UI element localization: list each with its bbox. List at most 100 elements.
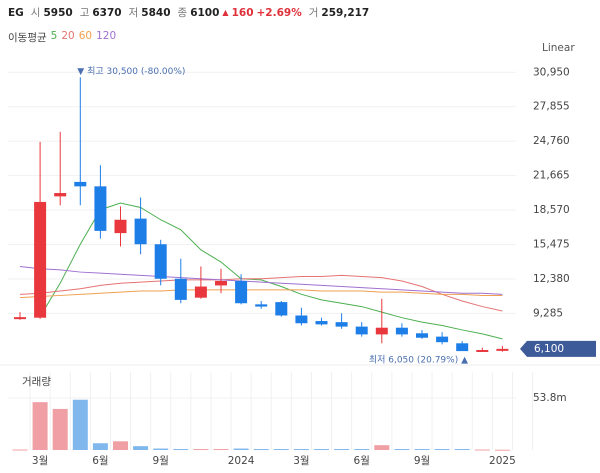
- candle-body: [14, 317, 26, 320]
- volume-bar: [153, 448, 169, 450]
- value: 6370: [92, 6, 122, 19]
- y-tick-label: 21,665: [533, 170, 570, 182]
- label: 거: [308, 7, 319, 19]
- legend-title: 이동평균: [8, 32, 47, 44]
- candle-body: [174, 278, 187, 300]
- volume-bar: [394, 449, 410, 451]
- candle-body: [355, 326, 368, 335]
- volume-bar: [233, 448, 249, 450]
- value: 6100: [190, 6, 220, 19]
- candle-body: [194, 286, 207, 298]
- volume-bar: [314, 449, 329, 451]
- y-tick-label: 24,760: [533, 135, 570, 147]
- legend-entry[interactable]: 60: [78, 30, 93, 42]
- min-annotation: 최저 6,050 (20.79%) ▲: [369, 355, 468, 366]
- volume-bar: [374, 445, 390, 450]
- volume-pane: [8, 372, 516, 452]
- arrow: ▲: [222, 8, 229, 17]
- ma-line: [39, 202, 503, 340]
- candle-body: [74, 181, 87, 187]
- candle-body: [275, 302, 288, 316]
- last-price-label: 6,100: [534, 343, 564, 355]
- ma-line: [19, 274, 503, 312]
- x-tick-label: 3월: [293, 455, 309, 467]
- candle-body: [476, 349, 489, 352]
- label: 고: [79, 7, 90, 19]
- label: 저: [128, 7, 139, 19]
- ma-legend: 이동평균 5 20 60 120: [8, 30, 116, 45]
- volume-bar: [173, 449, 189, 451]
- value: 259,217: [321, 6, 370, 19]
- y-tick-label: 27,855: [533, 101, 570, 113]
- volume-bar: [253, 449, 269, 451]
- volume-bar: [12, 449, 28, 451]
- max-annotation: ▼ 최고 30,500 (-80.00%): [77, 66, 185, 77]
- volume-bar: [113, 441, 128, 450]
- scale-toggle[interactable]: Linear: [542, 42, 575, 54]
- candle-body: [54, 193, 67, 197]
- candle-body: [94, 186, 107, 231]
- candle-body: [235, 280, 248, 304]
- symbol: EG: [8, 6, 24, 19]
- volume-bar: [92, 443, 108, 450]
- candle-body: [416, 333, 428, 338]
- candle-body: [395, 327, 408, 335]
- candle-body: [154, 244, 167, 279]
- volume-bar: [52, 408, 68, 450]
- ma-line: [19, 289, 503, 299]
- candle-body: [114, 219, 127, 234]
- volume-bar: [354, 449, 370, 451]
- volume-bar: [414, 449, 430, 451]
- x-tick-label: 2025: [489, 455, 516, 467]
- y-tick-label: 53.8m: [533, 392, 567, 404]
- x-tick-label: 2024: [228, 455, 255, 467]
- volume-bar: [133, 446, 149, 450]
- volume-bar: [454, 449, 470, 451]
- volume-bar: [334, 449, 350, 451]
- x-tick-label: 6월: [354, 455, 370, 467]
- label: 시: [30, 7, 41, 19]
- x-tick-label: 6월: [92, 455, 108, 467]
- volume-bar: [474, 449, 490, 451]
- candle-body: [375, 327, 388, 335]
- candle-body: [436, 336, 449, 343]
- volume-bar: [293, 449, 309, 451]
- quote-header: EG 시 5950 고 6370 저 5840 종 6100 ▲ 160 +2.69% …: [8, 5, 369, 20]
- volume-bar: [494, 449, 510, 451]
- y-tick-label: 30,950: [533, 66, 570, 78]
- candle-body: [255, 304, 268, 307]
- volume-bar: [72, 399, 88, 450]
- candle-body: [34, 201, 47, 318]
- candle-body: [456, 343, 469, 352]
- volume-title: 거래량: [22, 376, 51, 388]
- legend-entry[interactable]: 120: [96, 30, 117, 42]
- x-tick-label: 9월: [153, 455, 169, 467]
- candle-body: [315, 321, 328, 325]
- candle-body: [335, 322, 348, 327]
- candle-body: [215, 280, 227, 286]
- volume-bar: [213, 449, 229, 451]
- ma-line: [19, 265, 503, 295]
- value: 5950: [43, 6, 73, 19]
- y-tick-label: 18,570: [533, 204, 570, 216]
- legend-entry[interactable]: 20: [61, 30, 75, 42]
- candle-body: [496, 348, 509, 351]
- y-tick-label: 12,380: [533, 273, 570, 285]
- volume-bar: [434, 449, 450, 451]
- volume-bar: [193, 449, 209, 451]
- last-price-tag: [520, 340, 596, 357]
- x-tick-label: 3월: [32, 455, 48, 467]
- change-pct: +2.69%: [256, 6, 302, 19]
- change: 160: [231, 6, 254, 19]
- candle-body: [295, 315, 308, 324]
- x-tick-label: 9월: [414, 455, 430, 467]
- volume-bar: [32, 402, 48, 450]
- candle-body: [134, 218, 147, 245]
- y-tick-label: 15,475: [533, 239, 570, 251]
- label: 종: [177, 7, 188, 19]
- volume-bar: [273, 449, 289, 451]
- legend-entry[interactable]: 5: [50, 30, 58, 42]
- y-tick-label: 9,285: [533, 307, 563, 319]
